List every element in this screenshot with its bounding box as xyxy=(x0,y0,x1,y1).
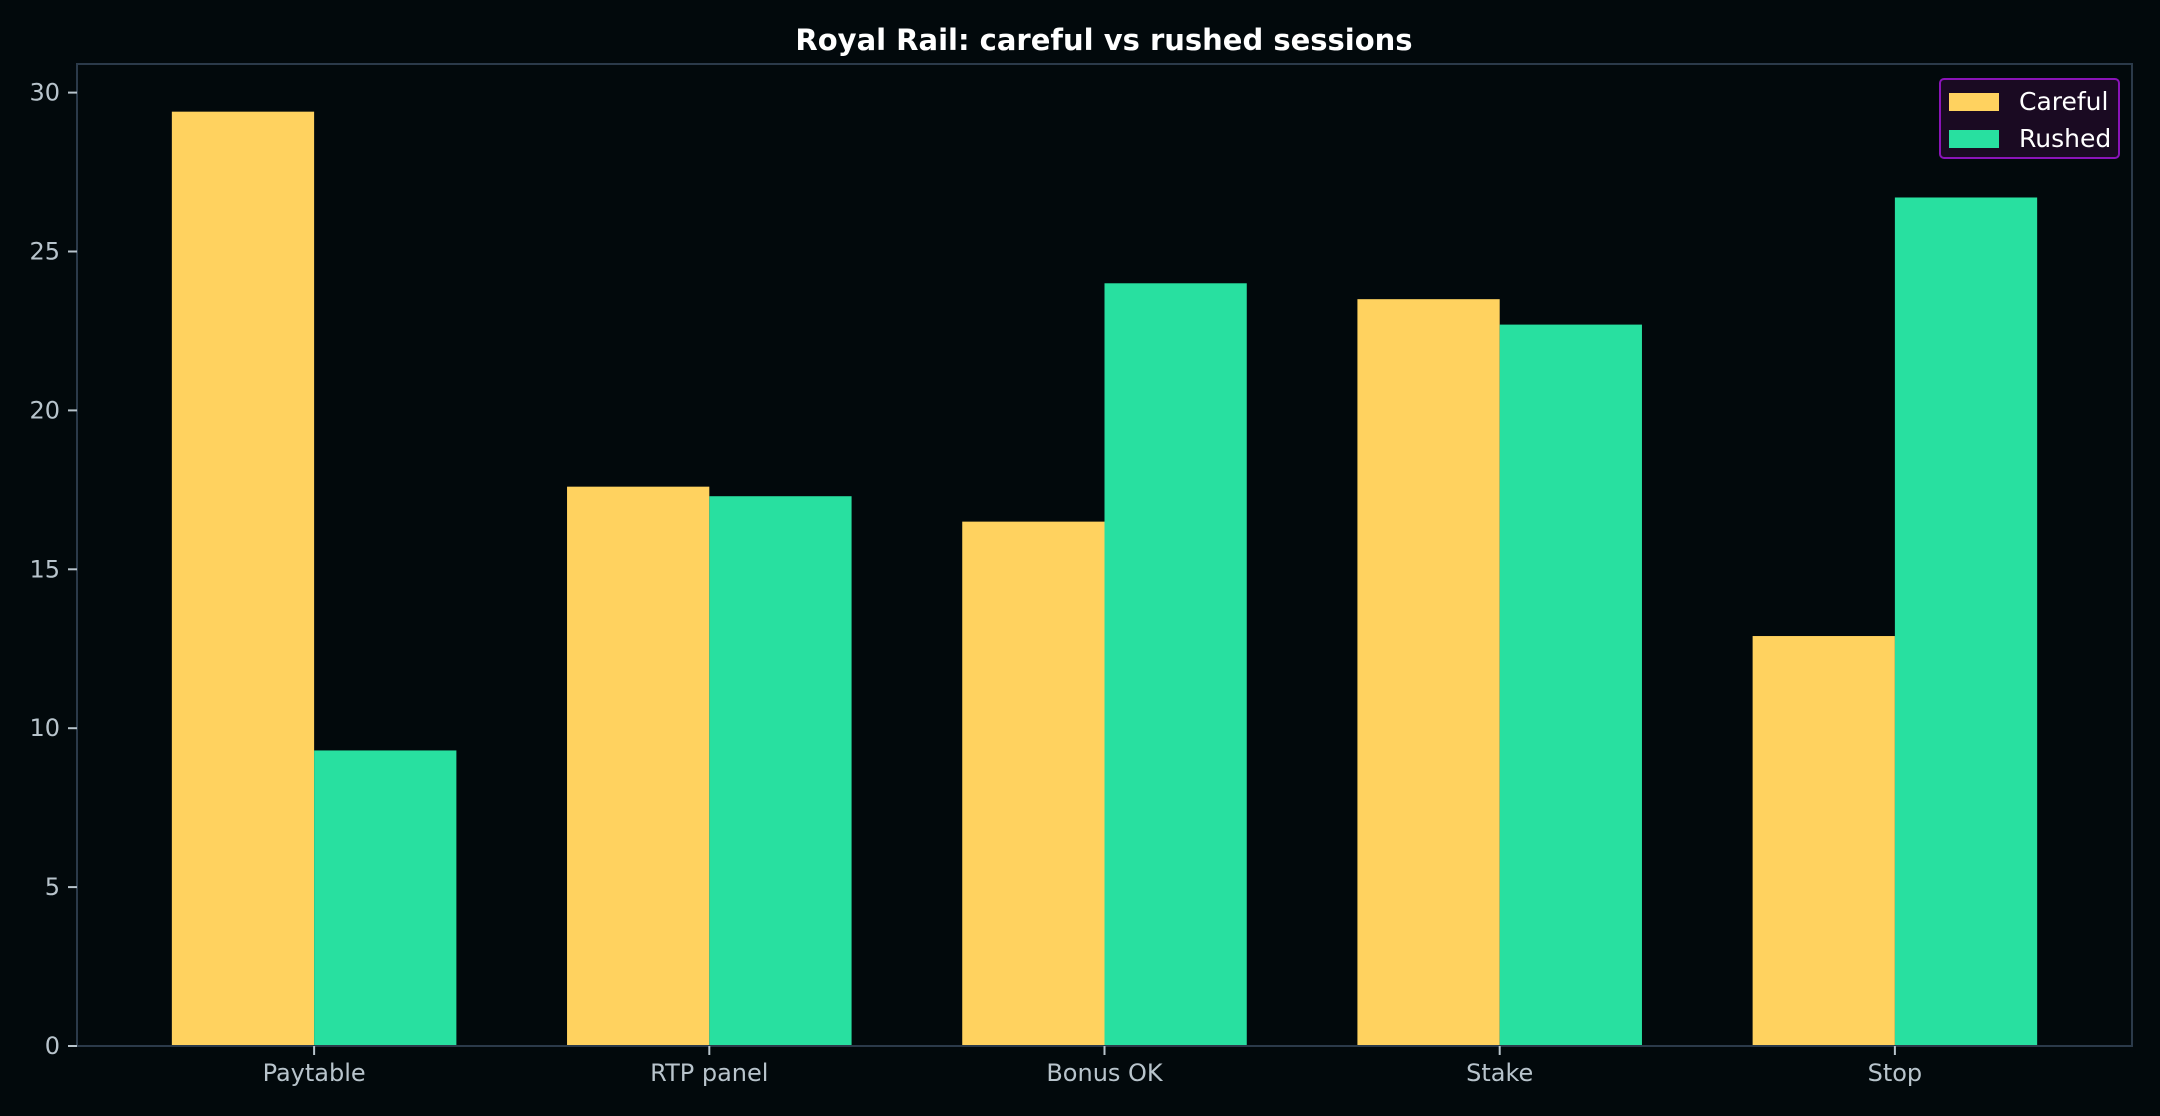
bar-careful-bonus-ok xyxy=(962,521,1105,1046)
bars-layer xyxy=(171,111,2038,1047)
bar-careful-rtp-panel xyxy=(567,486,710,1046)
y-tick-label: 5 xyxy=(45,873,60,901)
legend-item-careful: Careful xyxy=(1949,84,2119,120)
bar-rushed-stake xyxy=(1499,324,1642,1047)
x-tick-label: Stake xyxy=(1466,1059,1533,1087)
legend-item-rushed: Rushed xyxy=(1949,121,2119,157)
x-tick-label: Bonus OK xyxy=(1046,1059,1164,1087)
bar-rushed-paytable xyxy=(314,750,457,1046)
legend-label-careful: Careful xyxy=(2019,87,2109,116)
x-tick-label: Stop xyxy=(1868,1059,1923,1087)
y-axis: 0 5 10 15 20 25 30 xyxy=(29,79,77,1060)
y-tick-label: 15 xyxy=(29,555,60,583)
y-tick-label: 0 xyxy=(45,1032,60,1060)
legend-swatch-rushed xyxy=(1949,130,1999,148)
bar-rushed-stop xyxy=(1894,197,2038,1047)
bar-careful-stake xyxy=(1357,299,1500,1046)
y-tick-label: 20 xyxy=(29,396,60,424)
bar-careful-stop xyxy=(1752,636,1895,1046)
y-tick-label: 25 xyxy=(29,238,60,266)
legend: Careful Rushed xyxy=(1939,78,2120,159)
x-tick-label: Paytable xyxy=(263,1059,366,1087)
bar-rushed-rtp-panel xyxy=(709,496,852,1047)
legend-swatch-careful xyxy=(1949,93,1999,111)
bar-rushed-bonus-ok xyxy=(1104,283,1247,1046)
y-tick-label: 30 xyxy=(29,79,60,107)
y-tick-label: 10 xyxy=(29,714,60,742)
x-tick-label: RTP panel xyxy=(650,1059,768,1087)
legend-label-rushed: Rushed xyxy=(2019,124,2112,153)
chart-title: Royal Rail: careful vs rushed sessions xyxy=(795,23,1413,57)
bar-careful-paytable xyxy=(171,111,315,1047)
x-axis: Paytable RTP panel Bonus OK Stake Stop xyxy=(263,1046,1923,1087)
